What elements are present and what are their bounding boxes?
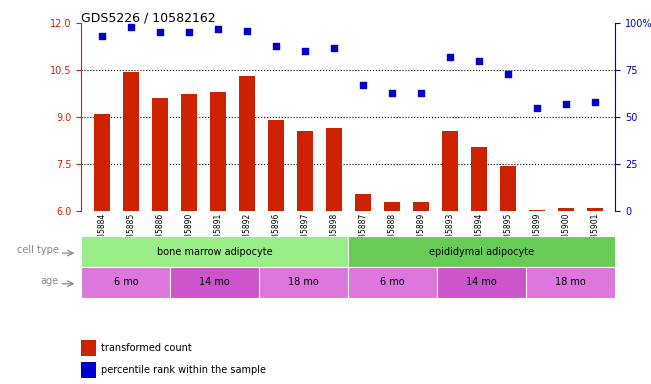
- Text: 14 mo: 14 mo: [199, 277, 230, 287]
- Point: [357, 82, 368, 88]
- Bar: [181, 94, 197, 211]
- Bar: [81, 340, 96, 356]
- Point: [387, 89, 397, 96]
- Bar: [94, 114, 109, 211]
- Bar: [384, 202, 400, 211]
- Text: 18 mo: 18 mo: [288, 277, 319, 287]
- Text: bone marrow adipocyte: bone marrow adipocyte: [157, 247, 273, 257]
- Bar: [471, 147, 487, 211]
- Text: epididymal adipocyte: epididymal adipocyte: [429, 247, 534, 257]
- Point: [329, 45, 339, 51]
- Text: 18 mo: 18 mo: [555, 277, 586, 287]
- Point: [503, 71, 513, 77]
- Point: [271, 43, 281, 49]
- Text: 6 mo: 6 mo: [380, 277, 405, 287]
- Point: [212, 26, 223, 32]
- Bar: [123, 72, 139, 211]
- Bar: [587, 208, 603, 211]
- Bar: [81, 362, 96, 378]
- Point: [184, 30, 194, 36]
- Text: 6 mo: 6 mo: [113, 277, 138, 287]
- Bar: [297, 131, 312, 211]
- Text: age: age: [40, 276, 59, 286]
- Point: [532, 104, 542, 111]
- Bar: [268, 120, 284, 211]
- Point: [299, 48, 310, 55]
- Text: GDS5226 / 10582162: GDS5226 / 10582162: [81, 12, 216, 25]
- Bar: [239, 76, 255, 211]
- Bar: [500, 166, 516, 211]
- Bar: [558, 208, 574, 211]
- Point: [96, 33, 107, 39]
- Text: cell type: cell type: [17, 245, 59, 255]
- Bar: [152, 98, 168, 211]
- Text: 14 mo: 14 mo: [466, 277, 497, 287]
- Bar: [355, 194, 371, 211]
- Bar: [442, 131, 458, 211]
- Point: [590, 99, 600, 105]
- Point: [445, 54, 455, 60]
- Point: [561, 101, 571, 107]
- Bar: [326, 128, 342, 211]
- Point: [242, 28, 252, 34]
- Bar: [210, 92, 226, 211]
- Bar: [413, 202, 429, 211]
- Text: transformed count: transformed count: [101, 343, 192, 353]
- Point: [154, 30, 165, 36]
- Point: [126, 24, 136, 30]
- Point: [415, 89, 426, 96]
- Point: [474, 58, 484, 64]
- Text: percentile rank within the sample: percentile rank within the sample: [101, 364, 266, 374]
- Bar: [529, 210, 545, 211]
